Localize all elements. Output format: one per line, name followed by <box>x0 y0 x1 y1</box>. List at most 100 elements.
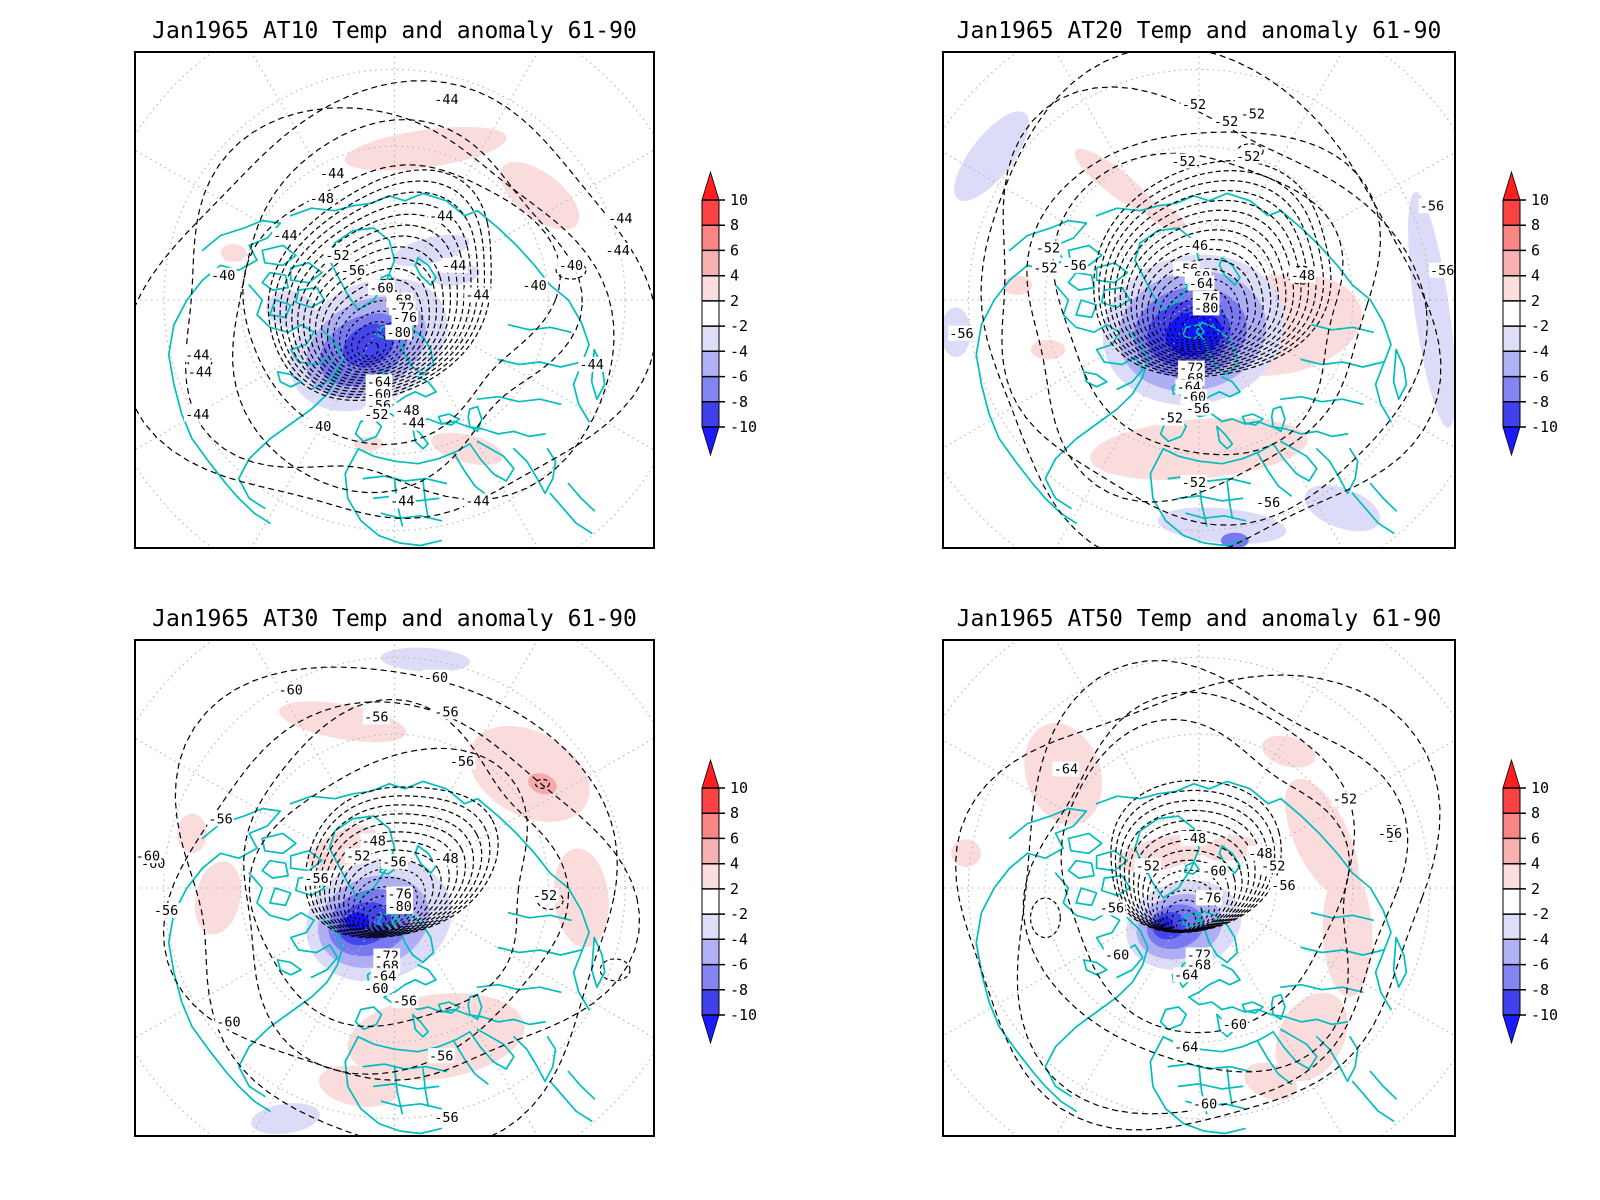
svg-text:-60: -60 <box>279 682 303 698</box>
colorbar-tick-label: 8 <box>1531 804 1540 822</box>
map-frame <box>134 51 655 549</box>
colorbar-tick-label: -4 <box>730 930 748 948</box>
colorbar-tick-label: -6 <box>730 368 748 386</box>
svg-text:-56: -56 <box>208 811 232 827</box>
colorbar-arrow-up <box>1502 170 1521 201</box>
colorbar-tick-label: 6 <box>730 241 739 259</box>
svg-text:-40: -40 <box>211 268 235 284</box>
svg-text:-52: -52 <box>1036 241 1060 257</box>
colorbar-tick-label: 4 <box>1531 855 1540 873</box>
temperature-contours <box>980 52 1442 548</box>
svg-text:-60: -60 <box>136 849 160 865</box>
map-frame <box>942 639 1456 1137</box>
svg-text:-40: -40 <box>559 258 583 274</box>
svg-text:-48: -48 <box>434 851 458 867</box>
colorbar-tick-label: -8 <box>730 981 748 999</box>
svg-text:-52: -52 <box>1136 858 1160 874</box>
svg-text:-56: -56 <box>304 871 328 887</box>
svg-text:-76: -76 <box>1197 891 1221 907</box>
svg-text:-52: -52 <box>1033 261 1057 277</box>
colorbar-tick-label: 2 <box>730 880 739 898</box>
map-frame <box>942 51 1456 549</box>
colorbar-tick-label: -10 <box>1531 418 1558 436</box>
colorbar-tick-label: -8 <box>1531 981 1549 999</box>
colorbar-tick-label: 8 <box>730 216 739 234</box>
svg-text:-44: -44 <box>442 258 466 274</box>
svg-text:-56: -56 <box>393 993 417 1009</box>
svg-text:-56: -56 <box>154 903 178 919</box>
colorbar-arrow-down <box>1502 426 1521 457</box>
svg-text:-44: -44 <box>465 288 489 304</box>
panel-map-at10: -44-44-48-44-52-56-60-68-72-76-80-40-44-… <box>135 52 654 548</box>
svg-text:-48: -48 <box>1182 831 1206 847</box>
colorbar-tick-label: 2 <box>1531 880 1540 898</box>
svg-text:-56: -56 <box>1430 263 1454 279</box>
colorbar-arrow-down <box>1502 1014 1521 1045</box>
svg-text:-64: -64 <box>367 375 391 391</box>
svg-text:-56: -56 <box>364 710 388 726</box>
colorbar-tick-label: 8 <box>1531 216 1540 234</box>
colorbar-tick-label: 10 <box>1531 191 1549 209</box>
colorbar-tick-label: 2 <box>730 292 739 310</box>
contour-labels: -64-48-48-52 -52-60-56-56-76-72-68-64-60-… <box>1052 761 1404 1113</box>
svg-text:-56: -56 <box>1378 826 1402 842</box>
anomaly-colorbar: 10 8 6 4 2 -2 -4 -6 -8 -10 <box>1502 170 1558 457</box>
svg-text:-64: -64 <box>372 969 396 985</box>
svg-text:-60: -60 <box>424 670 448 686</box>
anomaly-colorbar: 10 8 6 4 2 -2 -4 -6 -8 -10 <box>701 170 757 457</box>
colorbar-tick-label: -10 <box>730 1006 757 1024</box>
svg-text:-60: -60 <box>1105 948 1129 964</box>
svg-text:-52: -52 <box>346 849 370 865</box>
colorbar-tick-label: -10 <box>730 418 757 436</box>
svg-text:-44: -44 <box>185 347 209 363</box>
svg-text:-52: -52 <box>1159 411 1183 427</box>
svg-text:-64: -64 <box>1174 968 1198 984</box>
svg-text:-56: -56 <box>1186 401 1210 417</box>
svg-text:-46: -46 <box>1184 238 1208 254</box>
svg-text:-60: -60 <box>1202 863 1226 879</box>
temperature-contours <box>135 80 654 520</box>
colorbar-tick-label: -8 <box>1531 393 1549 411</box>
anomaly-colorbar: 10 8 6 4 2 -2 -4 -6 -8 -10 <box>701 758 757 1045</box>
svg-text:-56: -56 <box>1271 878 1295 894</box>
svg-text:-52: -52 <box>325 248 349 264</box>
svg-text:-56: -56 <box>1256 495 1280 511</box>
svg-text:-44: -44 <box>465 494 489 510</box>
svg-text:-48: -48 <box>310 191 334 207</box>
svg-text:-52: -52 <box>1171 154 1195 170</box>
svg-text:-76: -76 <box>393 310 417 326</box>
svg-text:-56: -56 <box>382 854 406 870</box>
svg-text:-80: -80 <box>1194 301 1218 317</box>
svg-text:-60: -60 <box>216 1015 240 1031</box>
colorbar-tick-label: -4 <box>1531 342 1549 360</box>
panel-title-at50: Jan1965 AT50 Temp and anomaly 61-90 <box>956 606 1442 632</box>
temperature-contours <box>162 666 641 1136</box>
panel-map-at30: -60-60-56 -56-56-56-60-48-52 -56 -48-56-76-… <box>135 640 654 1136</box>
colorbar-tick-label: 4 <box>1531 267 1540 285</box>
svg-text:-60: -60 <box>369 280 393 296</box>
svg-text:-44: -44 <box>434 92 458 108</box>
svg-text:-56: -56 <box>434 705 458 721</box>
colorbar-tick-label: 8 <box>730 804 739 822</box>
svg-text:-44: -44 <box>608 211 632 227</box>
panel-title-at10: Jan1965 AT10 Temp and anomaly 61-90 <box>152 18 637 44</box>
svg-text:-64: -64 <box>1189 276 1213 292</box>
svg-text:-56: -56 <box>1062 258 1086 274</box>
svg-text:-52: -52 <box>1236 149 1260 165</box>
colorbar-tick-label: -6 <box>730 956 748 974</box>
svg-text:-44: -44 <box>429 208 453 224</box>
svg-text:-48: -48 <box>1248 846 1272 862</box>
colorbar-tick-label: 2 <box>1531 292 1540 310</box>
svg-text:-52: -52 <box>1182 475 1206 491</box>
svg-text:-44: -44 <box>580 357 604 373</box>
colorbar-tick-label: -2 <box>730 905 748 923</box>
svg-text:-44: -44 <box>320 166 344 182</box>
svg-text:-52: -52 <box>1241 107 1265 123</box>
colorbar-arrow-up <box>1502 758 1521 789</box>
temperature-contours <box>954 659 1441 1131</box>
colorbar-tick-label: -10 <box>1531 1006 1558 1024</box>
svg-text:-52: -52 <box>1261 858 1285 874</box>
svg-text:-44: -44 <box>606 243 630 259</box>
